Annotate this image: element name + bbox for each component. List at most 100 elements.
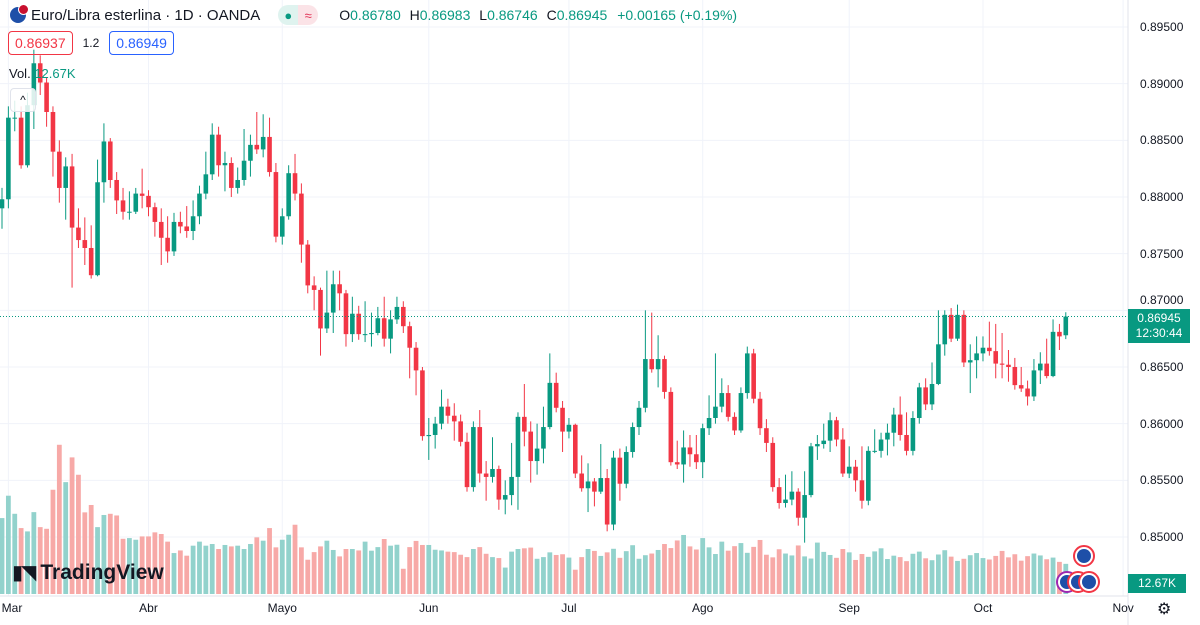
volume-bar — [37, 527, 43, 594]
volume-bar — [101, 514, 107, 594]
volume-bar — [381, 539, 387, 594]
candle-body — [623, 451, 629, 484]
volume-bar — [197, 541, 202, 594]
candle-body — [171, 221, 177, 252]
time-tick-label: Jun — [419, 601, 439, 615]
buy-button[interactable]: 0.86949 — [109, 31, 174, 55]
candle-body — [961, 314, 967, 363]
candle-body — [260, 136, 266, 150]
candle-body — [662, 359, 667, 392]
volume-bar — [757, 539, 763, 594]
candle-body — [719, 393, 725, 407]
candle-body — [509, 476, 514, 496]
candle-body — [343, 293, 349, 335]
volume-bar — [477, 547, 483, 594]
candle-body — [426, 434, 432, 437]
volume-bar — [133, 539, 139, 594]
volume-bar — [929, 560, 935, 594]
candle-body — [401, 306, 406, 327]
gbp-event-icon[interactable] — [1073, 545, 1095, 567]
candle-body — [44, 82, 49, 112]
candle-body — [483, 473, 489, 477]
volume-bar — [1025, 556, 1030, 594]
volume-bar — [18, 528, 24, 594]
candle-body — [980, 347, 986, 354]
candle-body — [948, 314, 954, 339]
candle-body — [375, 318, 381, 333]
candle-body — [451, 415, 457, 422]
volume-bar — [12, 513, 18, 594]
candle-body — [1012, 366, 1018, 386]
candle-body — [1063, 316, 1069, 336]
volume-bar — [827, 554, 833, 594]
symbol-title[interactable]: Euro/Libra esterlina · 1D · OANDA — [31, 6, 261, 24]
grid — [0, 0, 1128, 596]
eur-event-icon[interactable] — [1078, 571, 1100, 593]
volume-bar — [305, 559, 311, 594]
volume-bar — [0, 518, 5, 594]
candle-body — [1025, 388, 1030, 397]
volume-bar — [770, 557, 776, 594]
candle-body — [18, 117, 24, 166]
candle-body — [573, 424, 578, 474]
volume-bar — [343, 549, 349, 594]
volume-bar — [273, 547, 279, 594]
candle-body — [146, 195, 151, 208]
candle-body — [50, 111, 56, 152]
volume-bar — [190, 545, 196, 594]
candle-body — [114, 179, 119, 201]
candle-body — [229, 162, 234, 188]
settings-icon[interactable]: ⚙ — [1157, 601, 1172, 618]
bar-countdown: 12:30:44 — [1135, 326, 1183, 340]
spread-value: 1.2 — [82, 36, 100, 50]
volume-bar — [490, 557, 495, 594]
price-tick-label: 0.88000 — [1140, 189, 1184, 204]
volume-bar — [598, 555, 604, 594]
tradingview-logo[interactable]: ▮◥ TradingView — [12, 560, 164, 585]
collapse-legend-button[interactable]: ^ — [10, 88, 36, 112]
candle-body — [655, 359, 661, 370]
volume-bar — [426, 544, 432, 594]
volume-bar — [248, 544, 253, 594]
candle-body — [12, 117, 18, 119]
volume-bar — [439, 550, 444, 594]
candle-body — [776, 487, 782, 503]
candle-body — [394, 306, 400, 320]
candle-body — [76, 227, 81, 241]
market-status[interactable]: ● ≈ — [278, 5, 319, 25]
volume-bar — [617, 557, 623, 594]
candle-body — [770, 442, 776, 488]
data-delay-icon: ≈ — [298, 5, 319, 25]
sell-button[interactable]: 0.86937 — [8, 31, 73, 55]
volume-bar — [458, 554, 464, 594]
candle-body — [744, 353, 750, 394]
candles — [0, 49, 1069, 543]
open-label: O — [339, 7, 351, 23]
volume-bar — [451, 552, 457, 594]
candle-body — [158, 221, 164, 238]
volume-bar — [114, 515, 120, 594]
volume-bar — [814, 542, 820, 594]
volume-bar — [292, 524, 298, 594]
candle-body — [254, 144, 260, 150]
candle-body — [853, 466, 858, 481]
candle-body — [967, 360, 973, 363]
volume-bar — [107, 513, 113, 594]
volume-bar — [483, 553, 489, 594]
candle-body — [432, 423, 438, 435]
candle-body — [866, 450, 871, 501]
volume-bar — [744, 552, 750, 594]
volume-bar — [910, 553, 916, 594]
volume-value: 12.67K — [34, 66, 76, 81]
volume-bar — [935, 554, 941, 594]
low-label: L — [479, 7, 488, 23]
candle-body — [324, 312, 330, 329]
volume-bar — [776, 549, 782, 594]
volume-bar — [432, 549, 438, 594]
volume-bar — [279, 539, 285, 594]
volume-bar — [445, 551, 451, 594]
volume-bar — [1050, 557, 1056, 594]
candle-body — [808, 446, 814, 496]
candle-body — [617, 457, 623, 484]
